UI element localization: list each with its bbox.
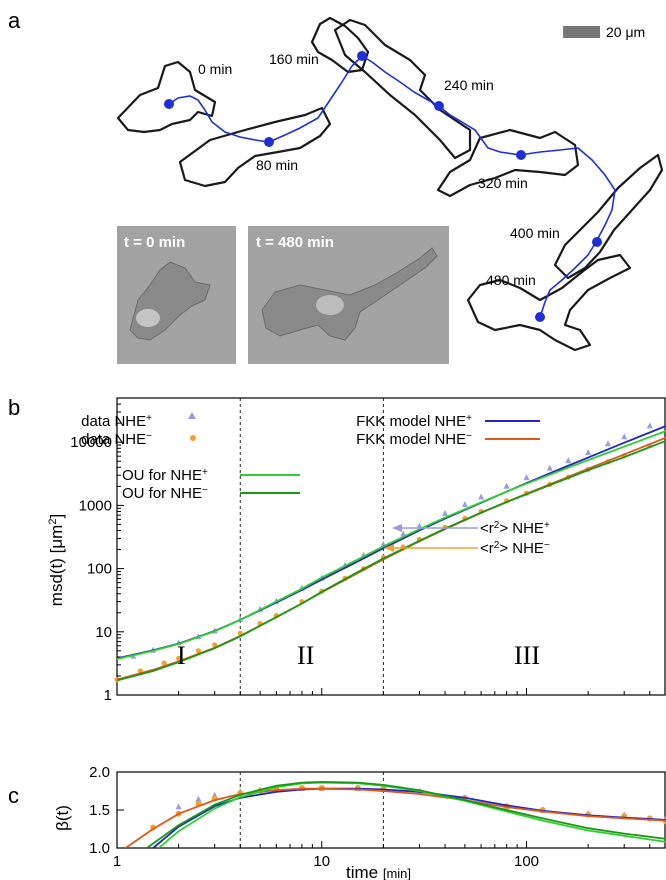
plot-frame-b: [116, 397, 666, 696]
photo-label-t480: t = 480 min: [256, 234, 334, 251]
r2-arrowhead-minus: [384, 544, 394, 552]
scale-bar: 20 μm: [563, 24, 645, 40]
panel-letter-b: b: [8, 395, 20, 420]
x-tick-label-c: 1: [113, 853, 121, 870]
cell-outline-240min: [333, 18, 472, 160]
data-point-nhe-plus: [503, 482, 510, 489]
y-tick-label-b: 100: [87, 561, 112, 578]
regime-label: I: [177, 641, 186, 670]
x-tick-label-c: 100: [514, 853, 539, 870]
data-point-nhe-plus: [565, 457, 572, 464]
data-point-nhe-plus: [523, 474, 530, 481]
time-label: 240 min: [444, 77, 494, 93]
y-tick-label-c: 1.0: [89, 840, 110, 857]
y-tick-label-b: 1000: [79, 497, 112, 514]
beta-curve-fkk-model-nhe-: [124, 787, 666, 848]
y-tick-label-b: 10: [95, 624, 112, 641]
r2-annotations: <r2> NHE+ <r2> NHE−: [384, 520, 550, 558]
legend-ou-nhe-minus: OU for NHE−: [122, 485, 208, 503]
regime-labels: I II III: [177, 641, 540, 670]
data-point-nhe-minus: [176, 655, 182, 661]
track-point-80min: [264, 137, 274, 147]
plot-frame-c: [116, 771, 666, 849]
beta-plot: 1.0 1.5 2.0 1 10 100: [89, 764, 666, 870]
y-tick-label-b: 1: [104, 687, 112, 704]
time-label: 0 min: [198, 61, 232, 77]
data-point-nhe-plus: [478, 493, 485, 500]
legend-marker-circle: [190, 435, 196, 441]
track-point-160min: [357, 51, 367, 61]
time-label: 160 min: [269, 51, 319, 67]
scale-bar-label: 20 μm: [606, 24, 645, 40]
data-point-nhe-plus: [546, 464, 553, 471]
msd-plot: 1 10 100 1000 10000: [70, 397, 666, 704]
data-point-nhe-plus: [461, 501, 468, 508]
regime-label: II: [297, 641, 314, 670]
data-point-nhe-plus: [604, 440, 611, 447]
time-labels: 0 min 80 min 160 min 240 min 320 min 400…: [198, 51, 560, 288]
data-point-nhe-plus: [400, 530, 407, 537]
legend-b: data NHE+ data NHE− FKK model NHE+ FKK m…: [81, 412, 540, 502]
micrograph-t480: t = 480 min: [248, 226, 449, 364]
data-point-nhe-plus: [621, 433, 628, 440]
x-axis-label-c: time [min]: [346, 863, 411, 880]
y-axis-label-c: β(t): [53, 805, 72, 831]
time-label: 400 min: [510, 225, 560, 241]
legend-fkk-nhe-plus: FKK model NHE+: [356, 413, 472, 431]
data-point-nhe-plus: [646, 422, 653, 429]
photo-label-t0: t = 0 min: [124, 234, 185, 251]
track-point-320min: [516, 150, 526, 160]
time-label: 320 min: [478, 175, 528, 191]
r2-arrowhead-plus: [392, 524, 402, 532]
cell-outline-0min: [116, 60, 217, 134]
legend-data-nhe-minus: data NHE−: [81, 431, 152, 449]
beta-curve-ou-for-nhe-: [146, 780, 666, 848]
cell-outlines: [116, 16, 664, 352]
time-label: 80 min: [256, 157, 298, 173]
x-tick-label-c: 10: [313, 853, 330, 870]
cell-shape-t480: [261, 247, 438, 341]
data-point-nhe-minus: [161, 660, 167, 666]
track-point-240min: [434, 101, 444, 111]
y-tick-label-c: 1.5: [89, 802, 110, 819]
cell-outline-400min: [553, 153, 664, 280]
y-tick-label-b: 10000: [70, 434, 112, 451]
track-points: [164, 51, 602, 322]
beta-curve-fkk-model-nhe-: [152, 787, 666, 848]
scale-bar-rect: [563, 26, 600, 38]
cell-outline-480min: [466, 253, 632, 352]
data-point-nhe-plus: [585, 448, 592, 455]
beta-point-nhe-plus: [175, 803, 182, 810]
data-point-nhe-plus: [416, 522, 423, 529]
curve-ou-for-nhe-: [116, 430, 666, 660]
track-path: [168, 54, 616, 318]
y-tick-label-c: 2.0: [89, 764, 110, 781]
cell-outline-160min: [310, 16, 370, 74]
panel-letter-a: a: [8, 8, 21, 33]
track-point-480min: [535, 312, 545, 322]
track-point-0min: [164, 99, 174, 109]
track-point-400min: [592, 237, 602, 247]
r2-label-plus: <r2> NHE+: [480, 520, 550, 538]
legend-fkk-nhe-minus: FKK model NHE−: [356, 431, 472, 449]
r2-label-minus: <r2> NHE−: [480, 540, 550, 558]
time-label: 480 min: [486, 272, 536, 288]
regime-label: III: [514, 641, 540, 670]
beta-point-nhe-plus: [195, 795, 202, 802]
cell-outline-320min: [436, 128, 580, 198]
cell-outline-80min: [178, 106, 332, 188]
y-axis-label-b: msd(t) [μm2]: [47, 514, 66, 606]
panel-letter-c: c: [8, 783, 19, 808]
legend-data-nhe-plus: data NHE+: [81, 413, 152, 431]
curve-ou-for-nhe-: [116, 439, 666, 682]
legend-marker-triangle: [188, 412, 196, 419]
data-point-nhe-plus: [442, 509, 449, 516]
cell-track: [164, 51, 616, 322]
data-point-nhe-minus: [195, 648, 202, 654]
micrograph-t0: t = 0 min: [117, 226, 236, 364]
legend-ou-nhe-plus: OU for NHE+: [122, 467, 208, 485]
